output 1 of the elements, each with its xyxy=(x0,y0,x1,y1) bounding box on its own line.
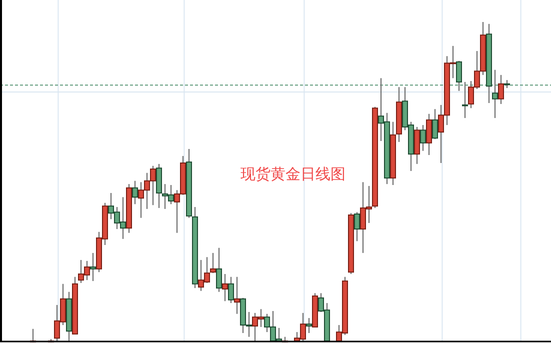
text: 现货黄金日线图 xyxy=(240,165,346,183)
